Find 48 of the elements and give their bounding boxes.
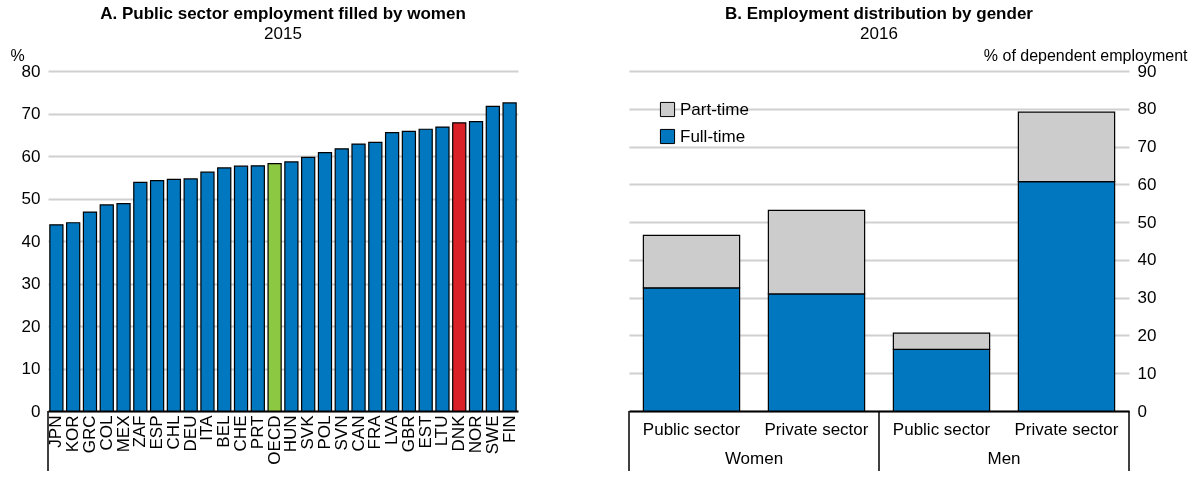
x-tick-label: CAN: [348, 415, 368, 452]
chart-subtitle: 2015: [264, 24, 302, 43]
x-tick-label: Public sector: [892, 419, 991, 439]
y-tick-label: 10: [21, 359, 41, 378]
y-tick-label: 40: [1137, 250, 1157, 270]
x-tick-label: SVN: [331, 415, 351, 451]
y-tick-label: 10: [1137, 363, 1157, 383]
x-tick-label: FRA: [365, 414, 385, 450]
x-tick-label: EST: [415, 415, 435, 449]
x-tick-label: COL: [96, 415, 116, 451]
y-axis-title: %: [10, 46, 25, 64]
x-tick-label: ZAF: [130, 415, 150, 448]
x-tick-label: Private sector: [764, 419, 869, 439]
y-tick-label: 30: [21, 274, 41, 293]
y-tick-label: 50: [21, 189, 41, 208]
y-tick-label: 20: [1137, 325, 1157, 345]
y-tick-label: 40: [21, 231, 41, 251]
y-tick-label: 20: [21, 316, 41, 336]
y-tick-label: 30: [1137, 288, 1157, 308]
x-tick-label: Public sector: [642, 419, 741, 439]
y-axis-title: % of dependent employment: [983, 46, 1189, 64]
y-tick-label: 80: [1137, 99, 1157, 119]
y-tick-label: 0: [1137, 401, 1147, 421]
legend-label: Full-time: [680, 126, 746, 146]
y-tick-label: 80: [21, 61, 41, 81]
y-tick-label: 50: [1137, 212, 1157, 232]
x-tick-label: ITA: [197, 414, 217, 441]
x-tick-label: DNK: [449, 414, 469, 452]
x-tick-label: JPN: [46, 415, 66, 448]
x-tick-label: BEL: [214, 415, 234, 448]
x-tick-label: Private sector: [1014, 419, 1119, 439]
chart-subtitle: 2016: [860, 24, 898, 43]
y-tick-label: 70: [21, 104, 41, 123]
legend-label: Part-time: [680, 99, 749, 119]
text: Women: [724, 449, 784, 468]
text: Men: [987, 449, 1021, 468]
x-tick-label: FIN: [499, 415, 519, 443]
chart-title: B. Employment distribution by gender: [725, 4, 1034, 23]
chart-title: A. Public sector employment filled by women: [100, 4, 466, 23]
y-tick-label: 60: [1137, 174, 1157, 194]
x-tick-label: HUN: [281, 415, 301, 453]
y-tick-label: 60: [21, 146, 41, 166]
y-tick-label: 0: [31, 401, 41, 421]
x-tick-label: OECD: [264, 415, 284, 465]
x-tick-label: MEX: [113, 415, 133, 453]
y-tick-label: 70: [1137, 137, 1157, 157]
x-tick-label: LTU: [432, 415, 452, 447]
x-tick-label: DEU: [180, 415, 200, 452]
